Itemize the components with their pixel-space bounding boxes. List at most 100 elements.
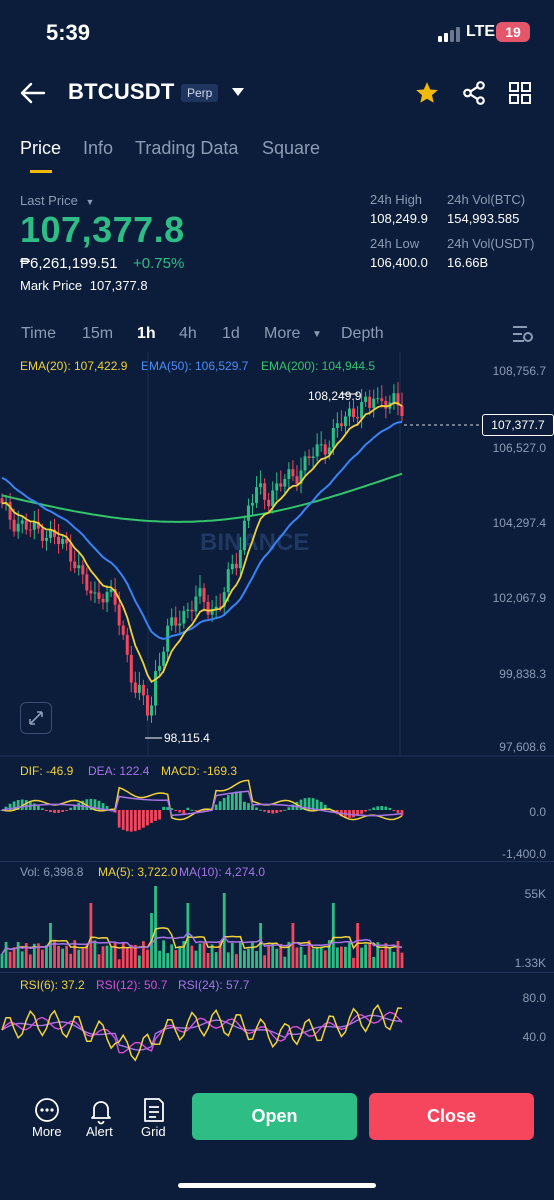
low-label: 24h Low bbox=[370, 236, 420, 251]
tab-price[interactable]: Price bbox=[20, 138, 62, 158]
candle-body bbox=[230, 563, 234, 570]
macd-bar bbox=[182, 810, 186, 816]
macd-bar bbox=[275, 810, 279, 814]
volume-bar bbox=[392, 951, 396, 968]
interval-1h[interactable]: 1h bbox=[137, 325, 156, 342]
candle-body bbox=[145, 695, 149, 716]
volume-bar bbox=[380, 949, 384, 968]
grid-label[interactable]: Grid bbox=[141, 1124, 166, 1139]
volume-bar bbox=[271, 943, 275, 968]
macd-bar bbox=[129, 810, 133, 832]
candle-body bbox=[279, 483, 283, 487]
grid-icon[interactable] bbox=[139, 1096, 169, 1126]
price-axis-label: 108,756.7 bbox=[492, 364, 546, 378]
volume-bar bbox=[348, 941, 351, 968]
candle-body bbox=[372, 398, 376, 408]
more-icon[interactable] bbox=[32, 1096, 62, 1126]
high-marker-label: 108,249.9 bbox=[308, 389, 362, 403]
volume-bar bbox=[121, 943, 125, 968]
alert-label[interactable]: Alert bbox=[86, 1124, 113, 1139]
macd-bar bbox=[364, 810, 368, 812]
macd-bar bbox=[36, 805, 40, 810]
volume-bar bbox=[368, 943, 372, 968]
candle-body bbox=[259, 483, 263, 488]
macd-bar bbox=[243, 801, 246, 810]
candle-body bbox=[121, 625, 125, 635]
candle-body bbox=[251, 503, 255, 506]
macd-bar bbox=[73, 805, 77, 810]
macd-bar bbox=[247, 803, 250, 810]
rsi6-line bbox=[1, 1003, 403, 1062]
volume-bar bbox=[327, 940, 331, 968]
candle-body bbox=[129, 654, 133, 683]
macd-bar bbox=[117, 810, 121, 828]
battery-icon: 19 bbox=[496, 22, 530, 42]
open-button[interactable]: Open bbox=[192, 1093, 357, 1140]
macd-bar bbox=[97, 800, 101, 810]
tab-square[interactable]: Square bbox=[262, 138, 321, 158]
candle-body bbox=[335, 423, 339, 428]
candle-body bbox=[214, 606, 218, 610]
chart-settings-icon[interactable] bbox=[512, 324, 534, 344]
candle-body bbox=[97, 592, 101, 599]
macd-bar bbox=[396, 810, 400, 813]
volume-bar bbox=[0, 954, 4, 968]
rsi-chart bbox=[1, 1003, 403, 1062]
interval-depth[interactable]: Depth bbox=[341, 325, 384, 342]
candle-body bbox=[352, 408, 356, 418]
dif-label: DIF: -46.9 bbox=[20, 764, 74, 778]
candle-body bbox=[40, 528, 44, 541]
volume-bar bbox=[222, 893, 226, 968]
macd-bar bbox=[214, 804, 218, 810]
macd-bar bbox=[315, 799, 319, 810]
more-label[interactable]: More bbox=[32, 1124, 62, 1139]
interval-time[interactable]: Time bbox=[21, 325, 56, 342]
back-arrow-icon[interactable] bbox=[20, 82, 46, 104]
volume-bar bbox=[283, 956, 287, 968]
volume-bar bbox=[146, 949, 149, 968]
price-chart[interactable]: BINANCE 108,249.9 98,115.4 bbox=[0, 352, 554, 757]
candle-body bbox=[222, 592, 226, 607]
share-icon[interactable] bbox=[461, 80, 487, 106]
volume-bar bbox=[400, 952, 404, 968]
candle-body bbox=[125, 634, 129, 655]
macd-bar bbox=[4, 806, 8, 810]
rsi12-label: RSI(12): 50.7 bbox=[96, 978, 168, 992]
macd-bar bbox=[372, 807, 376, 810]
macd-bar bbox=[400, 810, 404, 816]
macd-bar bbox=[299, 799, 303, 810]
macd-bar bbox=[158, 810, 161, 820]
star-icon[interactable] bbox=[414, 80, 440, 106]
last-price-label[interactable]: Last Price ▼ bbox=[20, 193, 94, 208]
candle-body bbox=[356, 417, 360, 419]
dea-line bbox=[1, 790, 403, 817]
candle-body bbox=[36, 522, 40, 529]
bell-icon[interactable] bbox=[86, 1096, 116, 1126]
interval-1d[interactable]: 1d bbox=[222, 325, 240, 342]
macd-bar bbox=[93, 799, 97, 810]
volume-bar bbox=[109, 946, 113, 968]
chevron-down-icon[interactable] bbox=[232, 88, 244, 96]
candle-body bbox=[267, 499, 271, 507]
volume-bar bbox=[307, 940, 311, 968]
close-button[interactable]: Close bbox=[369, 1093, 534, 1140]
candle-body bbox=[339, 423, 343, 427]
tab-trading-data[interactable]: Trading Data bbox=[135, 138, 239, 158]
ema200-line bbox=[1, 472, 403, 523]
interval-15m[interactable]: 15m bbox=[82, 325, 114, 342]
volume-bar bbox=[170, 944, 174, 968]
expand-chart-button[interactable] bbox=[20, 702, 52, 734]
volume-bar bbox=[251, 942, 254, 968]
interval-more[interactable]: More bbox=[264, 325, 301, 342]
symbol-title[interactable]: BTCUSDT bbox=[68, 79, 175, 104]
macd-bar bbox=[319, 801, 323, 810]
grid-menu-icon[interactable] bbox=[508, 81, 532, 105]
dif-line bbox=[1, 779, 403, 821]
candle-body bbox=[85, 574, 89, 591]
volume-bar bbox=[352, 957, 355, 968]
candle-body bbox=[89, 590, 93, 594]
interval-4h[interactable]: 4h bbox=[179, 325, 197, 342]
tab-info[interactable]: Info bbox=[83, 138, 114, 158]
macd-bar bbox=[360, 810, 363, 814]
candle-body bbox=[238, 550, 242, 569]
